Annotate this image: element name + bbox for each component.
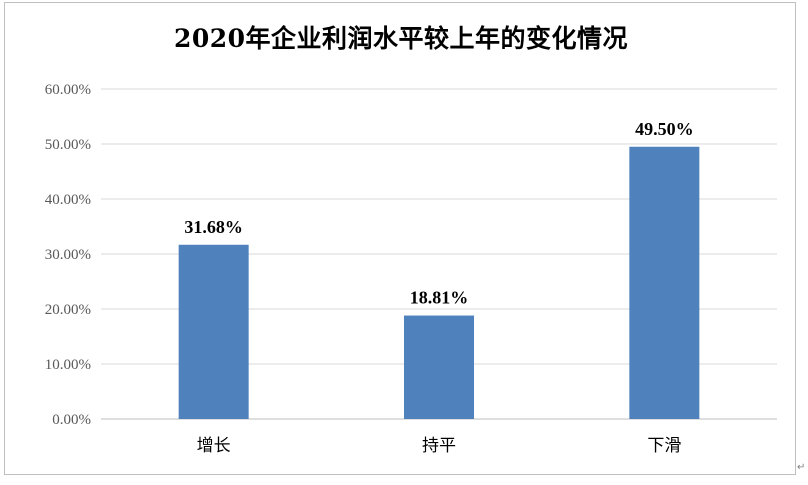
y-tick-label: 60.00% bbox=[45, 82, 91, 98]
y-tick-label: 20.00% bbox=[45, 302, 91, 318]
chart-title: 2020年企业利润水平较上年的变化情况 bbox=[173, 24, 629, 53]
y-tick-label: 50.00% bbox=[45, 137, 91, 153]
data-label: 49.50% bbox=[635, 119, 694, 139]
y-tick-label: 0.00% bbox=[52, 412, 91, 428]
y-tick-label: 40.00% bbox=[45, 192, 91, 208]
x-tick-label: 下滑 bbox=[647, 436, 681, 456]
bar-chart: 0.00% 10.00% 20.00% 30.00% 40.00% 50.00% 60.00… bbox=[45, 82, 777, 456]
x-tick-label: 持平 bbox=[422, 436, 456, 456]
data-label: 18.81% bbox=[410, 288, 469, 308]
data-label: 31.68% bbox=[184, 217, 243, 237]
y-tick-label: 10.00% bbox=[45, 357, 91, 373]
return-arrow-icon: ↵ bbox=[797, 462, 806, 473]
chart-container: 2020年企业利润水平较上年的变化情况 0.00% 10.00% 20.00% 30.… bbox=[4, 2, 796, 475]
bar bbox=[629, 146, 700, 419]
bar bbox=[178, 244, 249, 419]
y-tick-label: 30.00% bbox=[45, 247, 91, 263]
bar bbox=[404, 315, 474, 419]
x-tick-label: 增长 bbox=[197, 436, 231, 456]
